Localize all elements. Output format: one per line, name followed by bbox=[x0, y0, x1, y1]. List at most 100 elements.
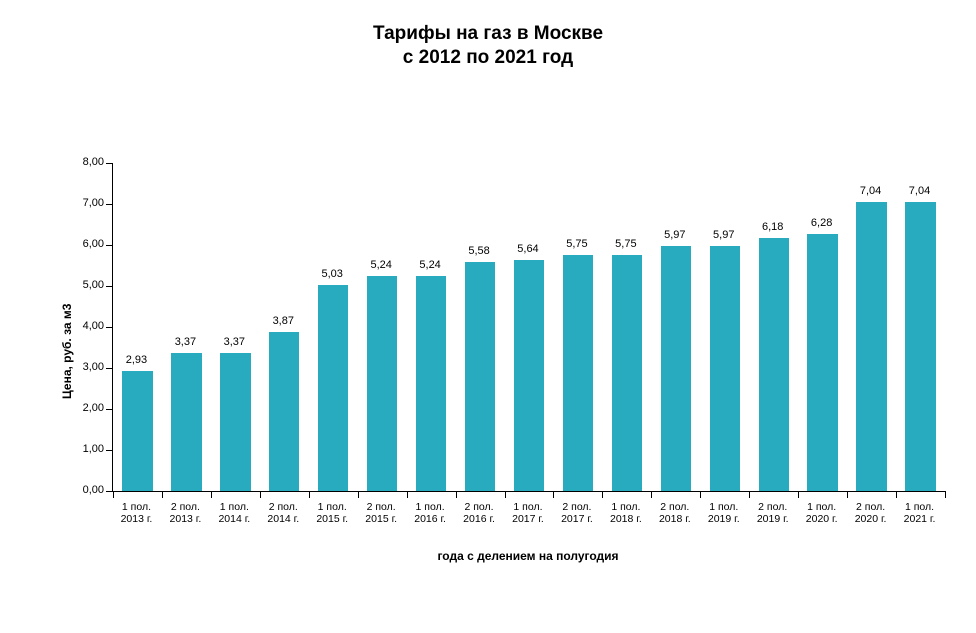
category-label-line2: 2013 г. bbox=[121, 513, 153, 525]
bar bbox=[856, 202, 886, 491]
bar-value-label: 5,75 bbox=[552, 238, 601, 250]
chart-title: Тарифы на газ в Москве с 2012 по 2021 го… bbox=[0, 0, 976, 70]
category-label-line2: 2019 г. bbox=[757, 513, 789, 525]
bar-value-label: 5,64 bbox=[504, 243, 553, 255]
x-tick bbox=[602, 491, 603, 498]
bar-value-label: 5,97 bbox=[699, 229, 748, 241]
category-label: 2 пол.2017 г. bbox=[552, 501, 601, 525]
y-tick-label: 8,00 bbox=[70, 156, 104, 168]
category-label: 1 пол.2020 г. bbox=[797, 501, 846, 525]
category-label: 1 пол.2016 г. bbox=[406, 501, 455, 525]
x-tick bbox=[896, 491, 897, 498]
bar bbox=[122, 371, 152, 491]
x-tick bbox=[798, 491, 799, 498]
bar bbox=[612, 255, 642, 491]
bar-value-label: 2,93 bbox=[112, 354, 161, 366]
x-tick bbox=[211, 491, 212, 498]
bar-value-label: 3,37 bbox=[210, 336, 259, 348]
bar-value-label: 5,03 bbox=[308, 268, 357, 280]
category-label-line1: 1 пол. bbox=[807, 501, 836, 513]
category-label-line1: 2 пол. bbox=[367, 501, 396, 513]
category-label: 1 пол.2017 г. bbox=[504, 501, 553, 525]
bar-value-label: 3,87 bbox=[259, 315, 308, 327]
bar bbox=[661, 246, 691, 491]
y-tick-label: 0,00 bbox=[70, 484, 104, 496]
category-label-line2: 2020 г. bbox=[855, 513, 887, 525]
y-tick bbox=[106, 491, 113, 492]
y-tick-label: 4,00 bbox=[70, 320, 104, 332]
bar bbox=[759, 238, 789, 491]
y-tick-label: 7,00 bbox=[70, 197, 104, 209]
category-label: 1 пол.2018 г. bbox=[601, 501, 650, 525]
category-label: 1 пол.2021 г. bbox=[895, 501, 944, 525]
category-label: 2 пол.2019 г. bbox=[748, 501, 797, 525]
bar-value-label: 3,37 bbox=[161, 336, 210, 348]
x-tick bbox=[945, 491, 946, 498]
bar bbox=[710, 246, 740, 491]
category-label: 2 пол.2016 г. bbox=[455, 501, 504, 525]
x-tick bbox=[553, 491, 554, 498]
category-label-line1: 1 пол. bbox=[318, 501, 347, 513]
category-label-line1: 1 пол. bbox=[709, 501, 738, 513]
category-label: 1 пол.2015 г. bbox=[308, 501, 357, 525]
category-label: 2 пол.2015 г. bbox=[357, 501, 406, 525]
x-tick bbox=[358, 491, 359, 498]
y-tick-label: 5,00 bbox=[70, 279, 104, 291]
x-tick bbox=[309, 491, 310, 498]
x-tick bbox=[260, 491, 261, 498]
category-label-line2: 2013 г. bbox=[170, 513, 202, 525]
x-axis-label: года с делением на полугодия bbox=[408, 549, 648, 563]
category-label: 2 пол.2020 г. bbox=[846, 501, 895, 525]
category-label-line1: 1 пол. bbox=[416, 501, 445, 513]
plot-area bbox=[112, 163, 945, 492]
bar-value-label: 6,28 bbox=[797, 217, 846, 229]
bar-value-label: 6,18 bbox=[748, 221, 797, 233]
bar-value-label: 5,24 bbox=[357, 259, 406, 271]
category-label-line1: 1 пол. bbox=[220, 501, 249, 513]
x-tick bbox=[113, 491, 114, 498]
category-label-line2: 2015 г. bbox=[316, 513, 348, 525]
bar-value-label: 5,97 bbox=[650, 229, 699, 241]
y-tick-label: 3,00 bbox=[70, 361, 104, 373]
y-tick bbox=[106, 286, 113, 287]
x-tick bbox=[749, 491, 750, 498]
category-label-line2: 2016 г. bbox=[414, 513, 446, 525]
category-label-line2: 2016 г. bbox=[463, 513, 495, 525]
x-tick bbox=[505, 491, 506, 498]
bar-value-label: 5,75 bbox=[601, 238, 650, 250]
y-tick-label: 2,00 bbox=[70, 402, 104, 414]
y-tick bbox=[106, 163, 113, 164]
x-tick bbox=[162, 491, 163, 498]
x-tick bbox=[847, 491, 848, 498]
category-label-line2: 2018 г. bbox=[610, 513, 642, 525]
category-label-line2: 2017 г. bbox=[561, 513, 593, 525]
y-tick bbox=[106, 327, 113, 328]
bar bbox=[318, 285, 348, 491]
y-tick bbox=[106, 409, 113, 410]
bar bbox=[514, 260, 544, 491]
bar-value-label: 5,24 bbox=[406, 259, 455, 271]
category-label: 2 пол.2014 г. bbox=[259, 501, 308, 525]
chart-title-line2: с 2012 по 2021 год bbox=[403, 47, 573, 68]
category-label: 1 пол.2013 г. bbox=[112, 501, 161, 525]
bar bbox=[269, 332, 299, 491]
bar bbox=[563, 255, 593, 491]
chart-area: Цена, руб. за м3 года с делением на полу… bbox=[56, 155, 956, 575]
category-label: 1 пол.2019 г. bbox=[699, 501, 748, 525]
category-label-line1: 2 пол. bbox=[660, 501, 689, 513]
y-tick bbox=[106, 204, 113, 205]
bar bbox=[905, 202, 935, 491]
bar bbox=[220, 353, 250, 491]
y-tick bbox=[106, 450, 113, 451]
category-label-line1: 2 пол. bbox=[464, 501, 493, 513]
bar-value-label: 5,58 bbox=[455, 245, 504, 257]
category-label: 2 пол.2018 г. bbox=[650, 501, 699, 525]
y-tick bbox=[106, 245, 113, 246]
y-tick-label: 1,00 bbox=[70, 443, 104, 455]
category-label-line2: 2014 г. bbox=[218, 513, 250, 525]
category-label: 1 пол.2014 г. bbox=[210, 501, 259, 525]
bar bbox=[416, 276, 446, 491]
category-label-line1: 2 пол. bbox=[758, 501, 787, 513]
category-label-line1: 1 пол. bbox=[611, 501, 640, 513]
chart-title-line1: Тарифы на газ в Москве bbox=[373, 23, 603, 44]
